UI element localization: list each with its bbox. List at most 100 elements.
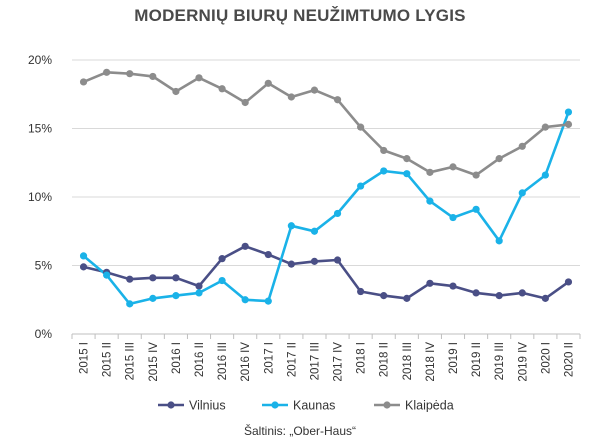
x-tick-label: 2015 I	[79, 342, 91, 374]
data-point-vilnius	[79, 263, 88, 271]
legend-marker-vilnius	[167, 401, 175, 409]
data-point-kaunas	[218, 276, 226, 285]
data-point-kaunas	[241, 296, 249, 304]
data-point-kaunas	[380, 167, 388, 175]
y-axis-tick-labels: 0% 5% 10% 15% 20%	[28, 53, 52, 341]
x-tick-label: 2019 I	[448, 342, 460, 374]
x-tick-label: 2016 I	[171, 342, 183, 374]
x-tick-label: 2017 IV	[333, 342, 345, 382]
data-point-vilnius	[149, 274, 157, 282]
data-point-vilnius	[195, 282, 203, 290]
data-point-vilnius	[264, 250, 272, 259]
x-tick-label: 2016 II	[194, 342, 206, 377]
data-point-kaunas	[357, 182, 365, 190]
x-tick-label: 2018 IV	[425, 342, 437, 382]
data-point-klaip-da	[241, 98, 249, 107]
data-point-kaunas	[103, 271, 111, 279]
data-point-kaunas	[541, 171, 549, 179]
x-tick-label: 2018 I	[356, 342, 368, 374]
y-tick-label: 5%	[35, 259, 53, 273]
x-tick-label: 2019 IV	[517, 342, 529, 382]
legend-marker-klaip-da	[383, 401, 391, 409]
data-point-vilnius	[518, 289, 526, 297]
x-tick-label: 2015 II	[102, 342, 114, 377]
series-lines	[82, 71, 570, 306]
data-point-kaunas	[149, 294, 157, 302]
data-point-kaunas	[472, 205, 480, 213]
data-point-kaunas	[195, 289, 203, 297]
data-point-kaunas	[264, 297, 272, 305]
data-point-vilnius	[310, 257, 319, 265]
data-point-klaip-da	[264, 79, 272, 87]
x-tick-label: 2017 II	[286, 342, 298, 377]
data-point-klaip-da	[103, 68, 111, 76]
x-tick-label: 2020 II	[563, 342, 575, 377]
y-tick-label: 20%	[28, 53, 52, 67]
data-point-klaip-da	[172, 87, 180, 96]
data-point-vilnius	[564, 278, 573, 286]
source-note: Šaltinis: „Ober-Haus“	[243, 424, 357, 438]
gridlines	[72, 59, 580, 266]
data-point-klaip-da	[126, 70, 134, 78]
x-tick-label: 2018 III	[402, 342, 414, 380]
y-tick-label: 10%	[28, 190, 52, 204]
x-tick-label: 2020 I	[540, 342, 552, 374]
data-point-klaip-da	[426, 168, 434, 176]
data-point-klaip-da	[495, 155, 503, 163]
data-point-klaip-da	[333, 96, 342, 104]
data-point-vilnius	[357, 287, 365, 296]
x-tick-label: 2015 IV	[148, 342, 160, 382]
data-point-klaip-da	[518, 142, 526, 150]
data-point-kaunas	[518, 189, 526, 197]
data-point-vilnius	[241, 242, 249, 250]
data-point-kaunas	[333, 209, 342, 218]
data-point-klaip-da	[218, 85, 226, 93]
data-point-klaip-da	[564, 120, 573, 128]
data-point-vilnius	[449, 282, 457, 290]
data-point-vilnius	[126, 275, 134, 283]
data-point-vilnius	[333, 256, 342, 264]
data-point-vilnius	[403, 294, 411, 302]
data-point-klaip-da	[541, 123, 549, 131]
series-line-klaip-da	[83, 71, 569, 177]
data-point-klaip-da	[403, 155, 411, 163]
data-point-kaunas	[79, 252, 88, 260]
data-point-vilnius	[472, 289, 480, 297]
data-point-klaip-da	[195, 74, 203, 82]
y-tick-label: 15%	[28, 122, 52, 136]
x-tick-label: 2016 IV	[240, 342, 252, 382]
series-line-vilnius	[83, 245, 570, 300]
data-point-klaip-da	[149, 72, 157, 81]
data-point-vilnius	[495, 292, 503, 300]
legend: Vilnius Kaunas Klaipėda	[158, 399, 454, 413]
x-axis	[71, 333, 581, 339]
data-point-kaunas	[310, 227, 319, 235]
x-tick-label: 2017 III	[309, 342, 321, 380]
data-point-klaip-da	[380, 146, 388, 155]
legend-marker-kaunas	[271, 401, 279, 409]
data-point-vilnius	[426, 279, 434, 287]
data-point-vilnius	[287, 260, 295, 268]
chart-title: MODERNIŲ BIURŲ NEUŽIMTUMO LYGIS	[134, 6, 466, 25]
data-point-kaunas	[172, 292, 180, 300]
data-point-klaip-da	[472, 171, 480, 179]
x-tick-label: 2017 I	[263, 342, 275, 374]
legend-label-kaunas: Kaunas	[293, 399, 335, 413]
data-point-kaunas	[126, 300, 134, 308]
data-point-klaip-da	[287, 93, 295, 101]
data-point-vilnius	[541, 294, 549, 302]
x-tick-label: 2015 III	[125, 342, 137, 380]
data-point-kaunas	[403, 170, 411, 178]
series-points	[79, 68, 573, 308]
data-point-kaunas	[287, 222, 295, 230]
data-point-vilnius	[218, 255, 226, 263]
data-point-kaunas	[449, 213, 457, 222]
data-point-vilnius	[172, 274, 180, 282]
data-point-kaunas	[495, 237, 503, 245]
data-point-vilnius	[380, 292, 388, 300]
series-line-kaunas	[82, 111, 570, 306]
x-tick-label: 2019 II	[471, 342, 483, 377]
data-point-klaip-da	[449, 163, 457, 171]
legend-label-klaip-da: Klaipėda	[405, 399, 454, 413]
